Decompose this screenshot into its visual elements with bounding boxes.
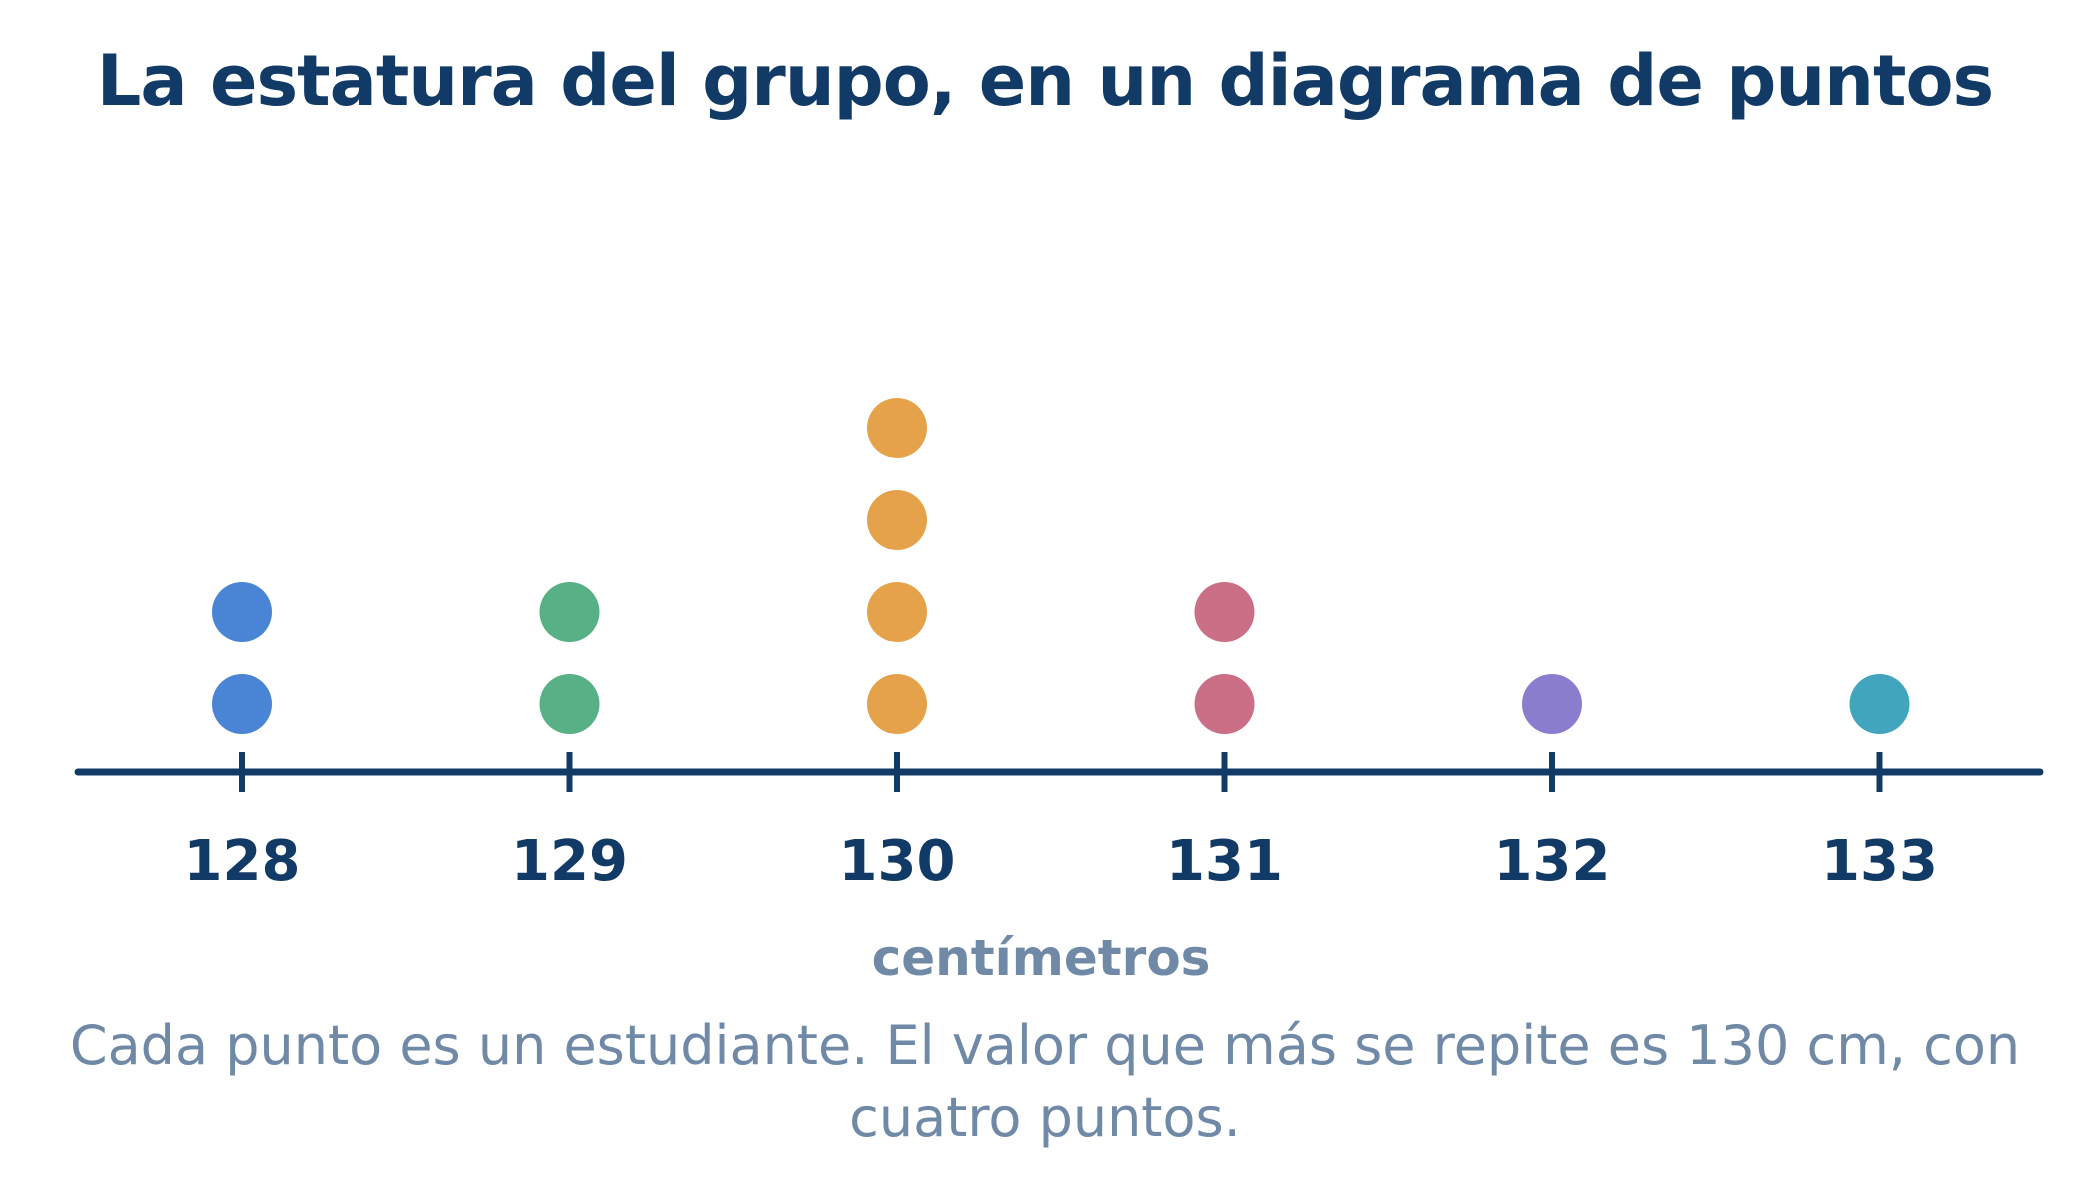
data-dot	[867, 490, 927, 550]
data-dot	[212, 582, 272, 642]
data-dot	[539, 582, 600, 642]
data-dot	[867, 398, 927, 458]
data-dot	[867, 582, 927, 642]
data-dot	[867, 674, 927, 734]
x-tick-label: 133	[1821, 829, 1938, 894]
data-dot	[1522, 674, 1582, 734]
tick-layer: 128 129 130 131 132 133	[184, 752, 1938, 894]
x-tick-label: 129	[511, 829, 628, 894]
x-tick-label: 131	[1166, 829, 1283, 894]
data-dot	[1849, 674, 1910, 734]
data-dot	[212, 674, 272, 734]
chart-caption: Cada punto es un estudiante. El valor qu…	[69, 1014, 2021, 1149]
x-tick-label: 128	[184, 829, 301, 894]
x-tick-label: 132	[1494, 829, 1611, 894]
data-dot	[1194, 582, 1255, 642]
dot-plot: 128 129 130 131 132 133 centímetros	[74, 398, 2044, 987]
x-axis-label: centímetros	[872, 929, 1211, 987]
chart-title: La estatura del grupo, en un diagrama de…	[96, 40, 1994, 122]
data-dot	[1194, 674, 1255, 734]
data-dot	[539, 674, 600, 734]
x-tick-label: 130	[839, 829, 956, 894]
dots-layer	[212, 398, 1910, 734]
